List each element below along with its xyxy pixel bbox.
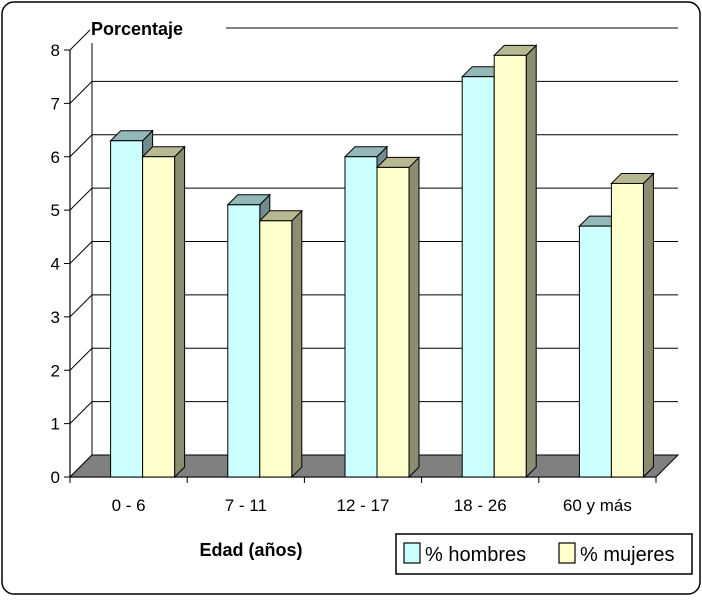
legend-box bbox=[395, 533, 693, 575]
y-axis-title: Porcentaje bbox=[91, 19, 183, 39]
bar-side bbox=[291, 209, 303, 479]
y-tick-label: 1 bbox=[51, 415, 60, 434]
x-tick-label: 7 - 11 bbox=[225, 496, 267, 515]
gridline-diagonal bbox=[69, 27, 93, 51]
y-axis-title-group: Porcentaje bbox=[90, 15, 226, 43]
bars bbox=[109, 44, 655, 479]
bar bbox=[110, 140, 144, 478]
y-tick-label: 5 bbox=[51, 201, 60, 220]
gridline-diagonal bbox=[69, 401, 93, 424]
legend-label-mujeres: % mujeres bbox=[580, 544, 674, 566]
gridline-diagonal bbox=[69, 241, 93, 264]
bar bbox=[610, 182, 644, 478]
gridline-diagonal bbox=[69, 347, 93, 371]
y-tick-label: 6 bbox=[51, 148, 60, 167]
bar-side bbox=[408, 156, 420, 479]
y-tick-labels: 0 1 2 3 4 5 6 7 8 bbox=[51, 41, 60, 487]
bar bbox=[142, 156, 176, 478]
legend-swatch-mujeres bbox=[558, 542, 576, 564]
y-tick-label: 8 bbox=[51, 41, 60, 60]
gridline-diagonal bbox=[69, 81, 93, 104]
bar-side bbox=[642, 172, 654, 479]
y-tick-label: 0 bbox=[51, 468, 60, 487]
y-tick-label: 4 bbox=[51, 255, 60, 274]
bar bbox=[259, 220, 293, 478]
bar bbox=[227, 204, 261, 478]
legend-label-hombres: % hombres bbox=[425, 544, 526, 566]
bar bbox=[461, 76, 495, 478]
y-tick-label: 7 bbox=[51, 94, 60, 113]
legend: % hombres % mujeres bbox=[395, 533, 693, 575]
bar-side bbox=[174, 145, 186, 479]
x-tick-labels: 0 - 6 7 - 11 12 - 17 18 - 26 60 y más bbox=[112, 496, 632, 515]
y-tick-label: 3 bbox=[51, 308, 60, 327]
gridline-diagonal bbox=[69, 134, 93, 158]
y-tick-label: 2 bbox=[51, 361, 60, 380]
bar-side bbox=[525, 44, 537, 479]
bar bbox=[493, 54, 527, 478]
x-axis-title: Edad (años) bbox=[199, 540, 302, 560]
gridline-diagonal bbox=[69, 187, 93, 211]
gridline-diagonal bbox=[69, 294, 93, 318]
legend-swatch-hombres bbox=[403, 542, 421, 564]
bar bbox=[344, 156, 378, 478]
x-tick-label: 60 y más bbox=[563, 496, 632, 515]
x-tick-label: 0 - 6 bbox=[112, 496, 146, 515]
y-axis-title-bg bbox=[90, 15, 226, 43]
bar bbox=[376, 166, 410, 478]
bar bbox=[578, 225, 612, 478]
x-tick-label: 18 - 26 bbox=[454, 496, 507, 515]
x-tick-label: 12 - 17 bbox=[337, 496, 390, 515]
